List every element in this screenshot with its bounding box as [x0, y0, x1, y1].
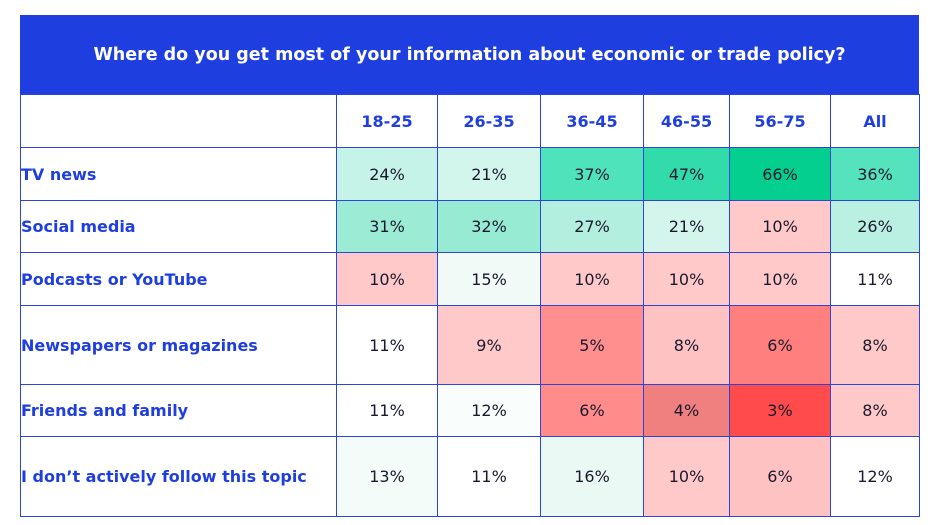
cell-social-media-26-35: 32% — [437, 200, 541, 253]
cell-social-media-18-25: 31% — [336, 200, 438, 253]
cell-friends-and-family-18-25: 11% — [336, 384, 438, 437]
table-row-podcasts-or-youtube: Podcasts or YouTube 10% 15% 10% 10% 10% 11% — [20, 252, 920, 306]
cell-newspapers-or-magazines-all: 8% — [830, 305, 920, 385]
header-row: 18-25 26-35 36-45 46-55 56-75 All — [20, 94, 920, 148]
cell-tv-news-36-45: 37% — [540, 147, 644, 201]
table-row-friends-and-family: Friends and family 11% 12% 6% 4% 3% 8% — [20, 384, 920, 437]
cell-friends-and-family-46-55: 4% — [643, 384, 730, 437]
column-header-18-25: 18-25 — [336, 94, 438, 148]
cell-tv-news-26-35: 21% — [437, 147, 541, 201]
cell-dont-follow-topic-26-35: 11% — [437, 436, 541, 517]
cell-tv-news-18-25: 24% — [336, 147, 438, 201]
cell-social-media-56-75: 10% — [729, 200, 831, 253]
cell-social-media-all: 26% — [830, 200, 920, 253]
cell-dont-follow-topic-46-55: 10% — [643, 436, 730, 517]
cell-friends-and-family-all: 8% — [830, 384, 920, 437]
row-label-friends-and-family: Friends and family — [20, 384, 337, 437]
row-label-social-media: Social media — [20, 200, 337, 253]
column-header-26-35: 26-35 — [437, 94, 541, 148]
corner-cell — [20, 94, 337, 148]
cell-podcasts-or-youtube-56-75: 10% — [729, 252, 831, 306]
survey-table-frame: Where do you get most of your informatio… — [20, 15, 920, 517]
cell-friends-and-family-56-75: 3% — [729, 384, 831, 437]
cell-social-media-36-45: 27% — [540, 200, 644, 253]
column-header-all: All — [830, 94, 920, 148]
cell-newspapers-or-magazines-56-75: 6% — [729, 305, 831, 385]
cell-podcasts-or-youtube-18-25: 10% — [336, 252, 438, 306]
cell-podcasts-or-youtube-46-55: 10% — [643, 252, 730, 306]
column-header-36-45: 36-45 — [540, 94, 644, 148]
table-row-dont-follow-topic: I don’t actively follow this topic 13% 11%… — [20, 436, 920, 517]
cell-friends-and-family-36-45: 6% — [540, 384, 644, 437]
row-label-tv-news: TV news — [20, 147, 337, 201]
cell-newspapers-or-magazines-36-45: 5% — [540, 305, 644, 385]
row-label-dont-follow-topic: I don’t actively follow this topic — [20, 436, 337, 517]
column-header-46-55: 46-55 — [643, 94, 730, 148]
cell-dont-follow-topic-18-25: 13% — [336, 436, 438, 517]
cell-dont-follow-topic-56-75: 6% — [729, 436, 831, 517]
data-table: 18-25 26-35 36-45 46-55 56-75 All TV new… — [20, 94, 920, 517]
table-row-newspapers-or-magazines: Newspapers or magazines 11% 9% 5% 8% 6% 8% — [20, 305, 920, 385]
column-header-56-75: 56-75 — [729, 94, 831, 148]
table-title: Where do you get most of your informatio… — [20, 15, 919, 94]
cell-podcasts-or-youtube-all: 11% — [830, 252, 920, 306]
cell-social-media-46-55: 21% — [643, 200, 730, 253]
cell-newspapers-or-magazines-26-35: 9% — [437, 305, 541, 385]
cell-dont-follow-topic-all: 12% — [830, 436, 920, 517]
cell-newspapers-or-magazines-18-25: 11% — [336, 305, 438, 385]
cell-podcasts-or-youtube-26-35: 15% — [437, 252, 541, 306]
cell-tv-news-all: 36% — [830, 147, 920, 201]
cell-tv-news-46-55: 47% — [643, 147, 730, 201]
row-label-newspapers-or-magazines: Newspapers or magazines — [20, 305, 337, 385]
row-label-podcasts-or-youtube: Podcasts or YouTube — [20, 252, 337, 306]
cell-friends-and-family-26-35: 12% — [437, 384, 541, 437]
cell-tv-news-56-75: 66% — [729, 147, 831, 201]
cell-dont-follow-topic-36-45: 16% — [540, 436, 644, 517]
cell-newspapers-or-magazines-46-55: 8% — [643, 305, 730, 385]
table-row-social-media: Social media 31% 32% 27% 21% 10% 26% — [20, 200, 920, 253]
table-row-tv-news: TV news 24% 21% 37% 47% 66% 36% — [20, 147, 920, 201]
cell-podcasts-or-youtube-36-45: 10% — [540, 252, 644, 306]
